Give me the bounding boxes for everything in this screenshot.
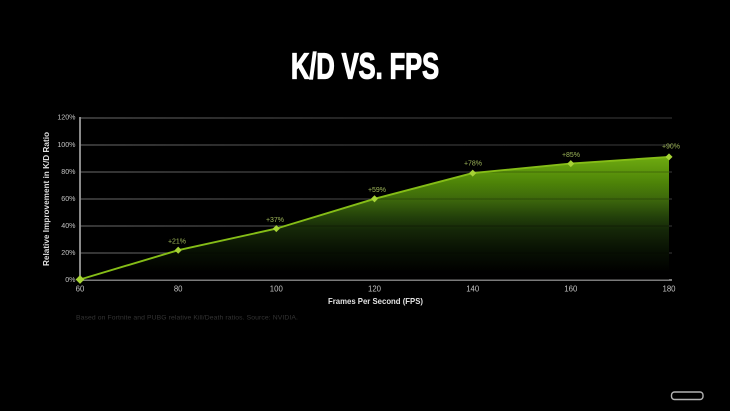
svg-text:+21%: +21%: [168, 238, 186, 245]
svg-text:120: 120: [368, 285, 382, 294]
svg-text:80%: 80%: [61, 168, 76, 176]
svg-text:40%: 40%: [61, 222, 76, 230]
svg-text:+90%: +90%: [662, 144, 680, 151]
svg-text:+59%: +59%: [368, 187, 386, 194]
svg-text:+78%: +78%: [464, 161, 482, 168]
svg-text:Frames Per Second (FPS): Frames Per Second (FPS): [328, 296, 423, 306]
svg-text:Based on Fortnite and PUBG rel: Based on Fortnite and PUBG relative Kill…: [76, 315, 298, 322]
svg-text:+37%: +37%: [266, 217, 284, 224]
svg-text:60: 60: [76, 285, 85, 294]
svg-text:100: 100: [270, 285, 284, 294]
svg-text:160: 160: [564, 285, 578, 294]
svg-text:0%: 0%: [65, 276, 76, 284]
svg-text:100%: 100%: [57, 141, 76, 149]
svg-text:20%: 20%: [61, 249, 76, 257]
svg-text:Relative Improvement in K/D Ra: Relative Improvement in K/D Ratio: [41, 132, 51, 266]
svg-text:K/D VS. FPS: K/D VS. FPS: [291, 46, 439, 87]
svg-text:80: 80: [174, 285, 183, 294]
svg-text:60%: 60%: [61, 195, 76, 203]
svg-text:180: 180: [662, 285, 676, 294]
svg-text:120%: 120%: [57, 114, 76, 122]
svg-text:140: 140: [466, 285, 480, 294]
svg-text:+85%: +85%: [562, 152, 580, 159]
